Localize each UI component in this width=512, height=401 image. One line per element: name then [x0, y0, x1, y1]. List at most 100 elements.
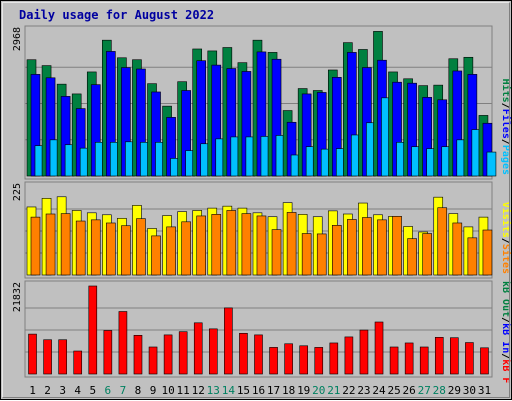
- x-tick-label: 14: [222, 384, 236, 397]
- bar-sites-day-29: [452, 222, 463, 276]
- x-tick-label: 29: [448, 384, 461, 397]
- bar-kb-f-day-10: [163, 334, 173, 375]
- bar-sites-day-10: [166, 226, 176, 276]
- bar-sites-day-13: [211, 214, 222, 276]
- bar-sites-day-24: [377, 219, 387, 276]
- legend-sep: /: [500, 317, 511, 323]
- bar-kb-f-day-16: [254, 334, 263, 375]
- bar-pages-day-31: [486, 151, 497, 177]
- bar-sites-day-22: [347, 219, 357, 276]
- bar-sites-day-28: [437, 207, 448, 276]
- bar-kb-f-day-31: [480, 347, 489, 375]
- bar-kb-f-day-19: [299, 345, 308, 375]
- bar-kb-f-day-4: [73, 350, 83, 375]
- bar-sites-day-4: [75, 220, 86, 276]
- bar-sites-day-20: [316, 233, 327, 276]
- x-tick-label: 1: [29, 384, 36, 397]
- bar-kb-f-day-24: [374, 321, 384, 375]
- bar-kb-f-day-9: [148, 346, 158, 375]
- bar-sites-day-27: [422, 233, 432, 276]
- legend-sites: Sites: [500, 244, 512, 274]
- bar-kb-f-day-18: [284, 343, 293, 375]
- bar-kb-f-day-28: [434, 337, 444, 375]
- legend-visits: Visits: [500, 202, 512, 238]
- x-tick-label: 23: [357, 384, 370, 397]
- bar-sites-day-12: [196, 215, 207, 276]
- x-tick-label: 31: [478, 384, 491, 397]
- legend-files: Files: [500, 109, 512, 139]
- panel-3: 21832 kB Out/kB In/kB F: [12, 280, 511, 383]
- bar-sites-day-16: [256, 215, 267, 276]
- legend-pages: Pages: [500, 145, 511, 175]
- bar-sites-day-5: [90, 219, 101, 276]
- bar-sites-day-31: [482, 229, 493, 276]
- bar-kb-f-day-21: [329, 342, 339, 375]
- bar-kb-f-day-14: [224, 307, 233, 375]
- legend-sep: /: [500, 103, 511, 109]
- bar-kb-f-day-13: [209, 328, 218, 375]
- bar-kb-f-day-23: [359, 329, 369, 375]
- x-tick-label: 22: [342, 384, 355, 397]
- x-tick-label: 19: [297, 384, 310, 397]
- bar-kb-f-day-8: [133, 334, 143, 375]
- x-tick-label: 18: [282, 384, 295, 397]
- panel-2-legend: Visits/Sites: [500, 202, 512, 274]
- bar-kb-f-day-27: [419, 346, 429, 375]
- bar-sites-day-18: [286, 212, 297, 276]
- x-tick-label: 17: [267, 384, 280, 397]
- x-tick-label: 9: [150, 384, 157, 397]
- legend-sep: /: [500, 353, 511, 359]
- bar-kb-f-day-12: [193, 322, 203, 375]
- bar-sites-day-9: [151, 235, 161, 276]
- bar-kb-f-day-11: [178, 331, 188, 375]
- bar-sites-day-25: [392, 216, 402, 276]
- x-tick-label: 24: [372, 384, 386, 397]
- x-tick-label: 4: [74, 384, 81, 397]
- legend-kb-f: kB F: [500, 359, 511, 383]
- legend-kb-out: kB Out: [500, 281, 511, 317]
- bar-kb-f-day-5: [88, 285, 98, 375]
- bar-sites-day-30: [467, 237, 478, 276]
- bar-sites-day-11: [181, 221, 191, 276]
- legend-sep: /: [500, 238, 511, 244]
- x-tick-label: 27: [418, 384, 431, 397]
- bar-kb-f-day-20: [314, 347, 324, 375]
- chart-title: Daily usage for August 2022: [19, 8, 214, 22]
- bar-sites-day-3: [60, 213, 71, 276]
- panel-1-ymax-label: 2968: [12, 27, 23, 51]
- bar-sites-day-26: [407, 238, 417, 276]
- bar-kb-f-day-3: [58, 339, 67, 375]
- bar-sites-day-21: [331, 225, 342, 276]
- x-tick-label: 20: [312, 384, 325, 397]
- legend-hits: Hits: [500, 79, 512, 103]
- bar-kb-f-day-17: [269, 347, 278, 375]
- bar-kb-f-day-1: [28, 333, 37, 375]
- x-tick-label: 25: [387, 384, 400, 397]
- x-tick-label: 3: [59, 384, 66, 397]
- bar-sites-day-8: [136, 218, 146, 276]
- x-tick-label: 16: [252, 384, 265, 397]
- panel-2: 225 Visits/Sites: [12, 181, 512, 279]
- bar-sites-day-23: [362, 217, 372, 276]
- legend-kb-in: kB In: [500, 323, 511, 353]
- x-tick-label: 5: [89, 384, 96, 397]
- bar-sites-day-15: [241, 213, 252, 276]
- bar-kb-f-day-2: [43, 339, 52, 375]
- x-tick-label: 26: [403, 384, 416, 397]
- bar-kb-f-day-30: [465, 342, 474, 375]
- bar-sites-day-19: [301, 233, 312, 276]
- bar-kb-f-day-7: [118, 311, 128, 375]
- bar-kb-f-day-26: [404, 342, 414, 375]
- x-tick-label: 21: [327, 384, 340, 397]
- bar-kb-f-day-29: [450, 337, 459, 375]
- bar-sites-day-1: [30, 216, 41, 276]
- bar-sites-day-14: [226, 210, 237, 276]
- bar-kb-f-day-6: [103, 330, 113, 375]
- panel-3-legend: kB Out/kB In/kB F: [500, 281, 511, 383]
- x-tick-label: 13: [207, 384, 220, 397]
- x-tick-label: 15: [237, 384, 250, 397]
- x-tick-label: 28: [433, 384, 446, 397]
- bar-sites-day-2: [45, 213, 56, 276]
